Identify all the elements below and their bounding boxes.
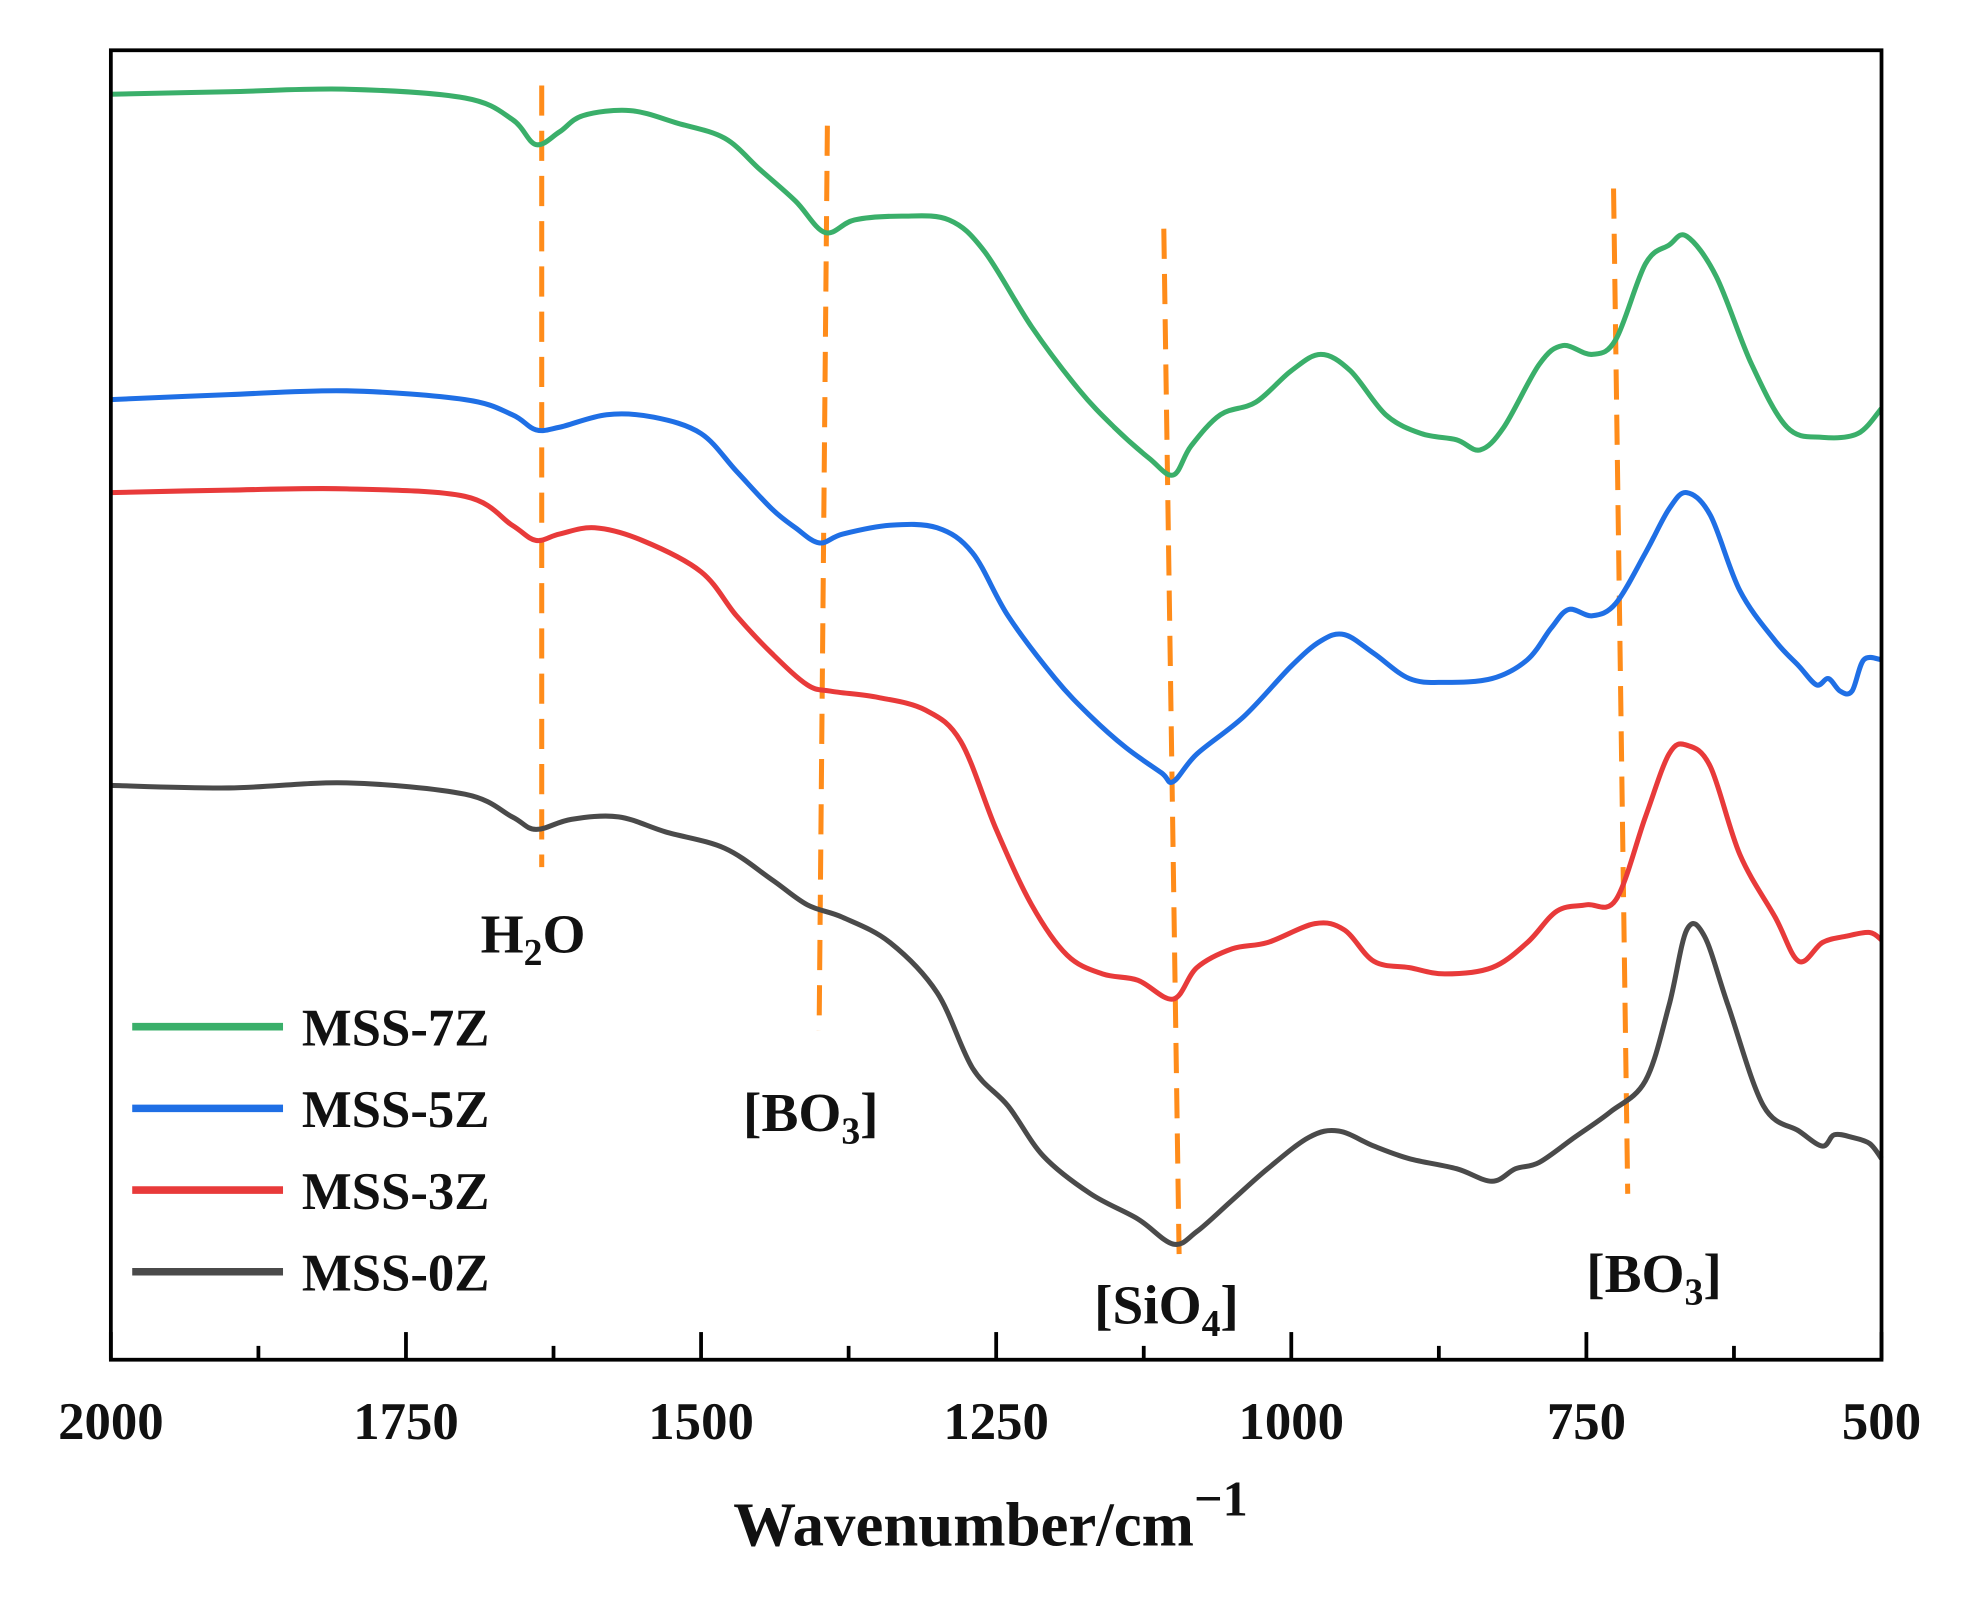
x-tick-labels: 2000 1750 1500 1250 1000 750 500	[58, 1393, 1921, 1451]
reference-lines	[539, 85, 1631, 1257]
reference-line	[1611, 188, 1631, 1194]
x-tick-label: 2000	[58, 1393, 164, 1451]
legend: MSS-7Z MSS-5Z MSS-3Z MSS-0Z	[132, 1000, 490, 1303]
x-tick-label: 750	[1547, 1393, 1626, 1451]
annotation-sio4: [SiO4]	[1094, 1274, 1239, 1345]
legend-label: MSS-7Z	[302, 1000, 490, 1058]
x-tick-label: 500	[1842, 1393, 1921, 1451]
legend-label: MSS-5Z	[302, 1081, 490, 1139]
x-tick-label: 1500	[648, 1393, 754, 1451]
series-line-mss-7z	[110, 86, 1884, 478]
annotation-bo3-right: [BO3]	[1586, 1243, 1722, 1314]
x-axis-label: Wavenumber/cm−1	[733, 1471, 1247, 1560]
x-tick-label: 1000	[1239, 1393, 1345, 1451]
reference-line	[816, 125, 830, 1031]
series-lines	[110, 86, 1884, 1247]
x-tick-label: 1750	[353, 1393, 459, 1451]
annotation-bo3-left: [BO3]	[743, 1082, 879, 1153]
legend-label: MSS-0Z	[302, 1245, 490, 1303]
reference-line	[1161, 228, 1182, 1257]
series-line-mss-5z	[110, 388, 1882, 785]
x-ticks	[108, 1332, 1884, 1360]
annotation-h2o: H2O	[481, 904, 586, 975]
legend-label: MSS-3Z	[302, 1163, 490, 1221]
series-line-mss-3z	[110, 486, 1884, 1002]
series-line-mss-0z	[110, 780, 1884, 1247]
x-tick-label: 1250	[943, 1393, 1049, 1451]
